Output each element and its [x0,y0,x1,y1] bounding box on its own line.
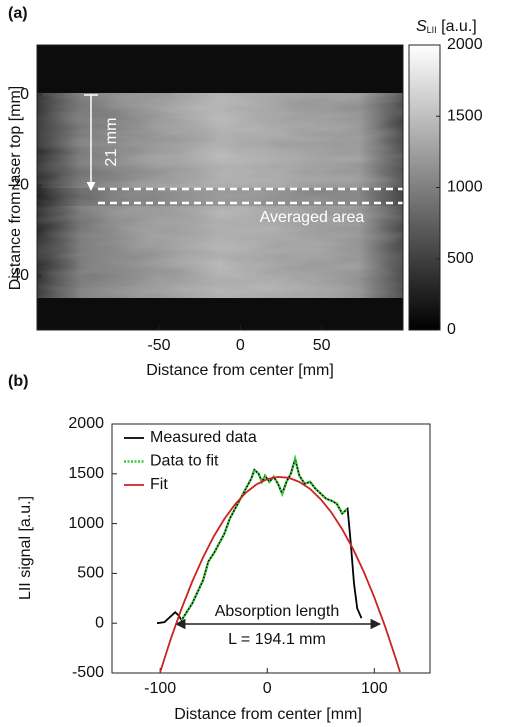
y-tick-label: 500 [77,565,104,582]
x-tick-label: -100 [144,680,176,697]
label-backdrop [200,603,354,620]
x-axis-label: Distance from center [mm] [146,362,334,379]
y-tick-label: -500 [72,664,104,681]
colorbar-symbol: S [416,18,427,35]
y-tick-label: 1000 [68,515,104,532]
x-tick-label: 0 [236,337,245,354]
y-tick-label: 20 [11,176,29,193]
colorbar [408,44,441,331]
panel-label: (a) [8,5,28,22]
colorbar-subscript: LII [427,25,437,35]
plot-area [156,454,401,673]
colorbar-label: SLII [a.u.] [416,18,477,35]
legend-label: Fit [150,476,168,493]
panel-label: (b) [8,373,28,390]
image-shade [37,188,403,206]
x-axis-label: Distance from center [mm] [174,706,362,723]
annotation: Absorption length [215,603,340,620]
legend-label: Data to fit [150,453,219,470]
y-tick-label: 0 [95,614,104,631]
colorbar-tick-label: 1000 [447,179,483,196]
y-axis-label: LII signal [a.u.] [17,496,34,600]
annotation: L = 194.1 mm [228,631,326,648]
image [37,45,403,330]
legend-label: Measured data [150,429,257,446]
plot-frame [111,423,431,674]
series-line [180,454,349,621]
annotation: 21 mm [103,118,120,167]
y-tick-label: 2000 [68,415,104,432]
x-tick-label: 50 [313,337,331,354]
colorbar-tick-label: 1500 [447,107,483,124]
series-line [159,475,401,673]
colorbar-tick-label: 2000 [447,36,483,53]
plot-frame [36,44,404,331]
y-tick-label: 0 [20,86,29,103]
x-tick-label: -50 [147,337,170,354]
x-tick-label: 0 [263,680,272,697]
y-axis-label: Distance from laser top [mm] [7,86,24,291]
colorbar-tick-label: 0 [447,321,456,338]
image-texture [37,93,403,298]
annotation: Averaged area [260,209,365,226]
colorbar-unit: [a.u.] [437,18,477,35]
y-tick-label: 40 [11,267,29,284]
y-tick-label: 1500 [68,465,104,482]
colorbar-tick-label: 500 [447,250,474,267]
x-tick-label: 100 [361,680,388,697]
